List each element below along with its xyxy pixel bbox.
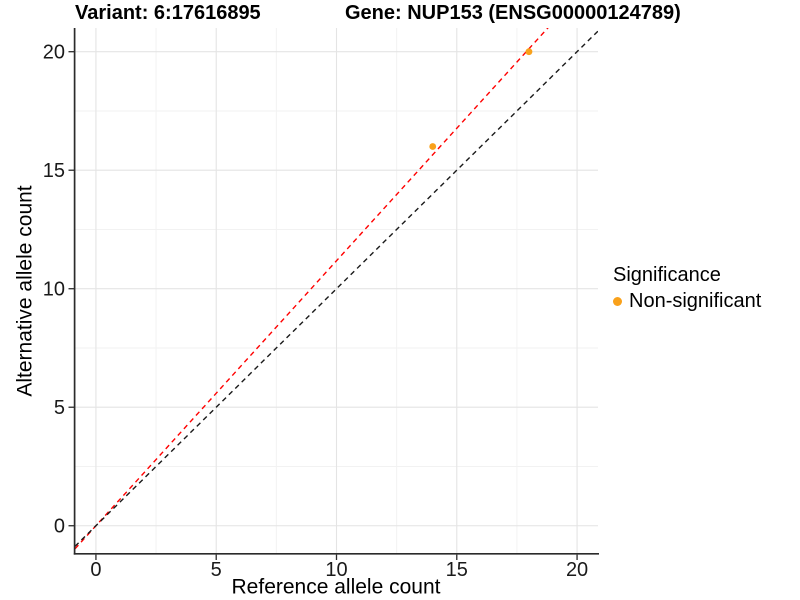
x-tick-label: 15 [446, 559, 468, 581]
plot-title-gene: Gene: NUP153 (ENSG00000124789) [345, 2, 681, 24]
legend: Significance Non-significant [613, 264, 761, 312]
y-axis-title: Alternative allele count [13, 185, 37, 397]
reference-lines [75, 28, 598, 550]
fitted-ratio-line [75, 28, 549, 550]
data-point [429, 143, 437, 150]
y-tick-label: 15 [43, 160, 65, 182]
y-tick-label: 10 [43, 279, 65, 301]
x-tick-label: 5 [211, 559, 222, 581]
y-tick-label: 0 [54, 516, 65, 538]
x-tick-label: 20 [566, 559, 588, 581]
y-tick-label: 20 [43, 42, 65, 64]
legend-item: Non-significant [613, 290, 761, 312]
plot-title-variant: Variant: 6:17616895 [75, 2, 261, 24]
y-tick-label: 5 [54, 397, 65, 419]
legend-item-label: Non-significant [629, 290, 762, 312]
data-point [525, 48, 533, 56]
x-tick-label: 0 [90, 559, 101, 581]
x-tick-label: 10 [325, 559, 347, 581]
legend-point-icon [613, 296, 622, 306]
x-axis-title: Reference allele count [231, 575, 441, 599]
legend-title: Significance [613, 264, 721, 286]
